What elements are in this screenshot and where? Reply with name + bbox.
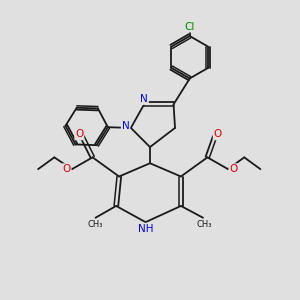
Text: O: O (75, 129, 83, 140)
Text: O: O (214, 129, 222, 140)
Text: O: O (62, 164, 71, 174)
Text: Cl: Cl (184, 22, 195, 32)
Text: CH₃: CH₃ (197, 220, 212, 229)
Text: N: N (122, 121, 129, 130)
Text: CH₃: CH₃ (88, 220, 103, 229)
Text: O: O (229, 164, 238, 174)
Text: NH: NH (138, 224, 153, 234)
Text: N: N (140, 94, 148, 104)
